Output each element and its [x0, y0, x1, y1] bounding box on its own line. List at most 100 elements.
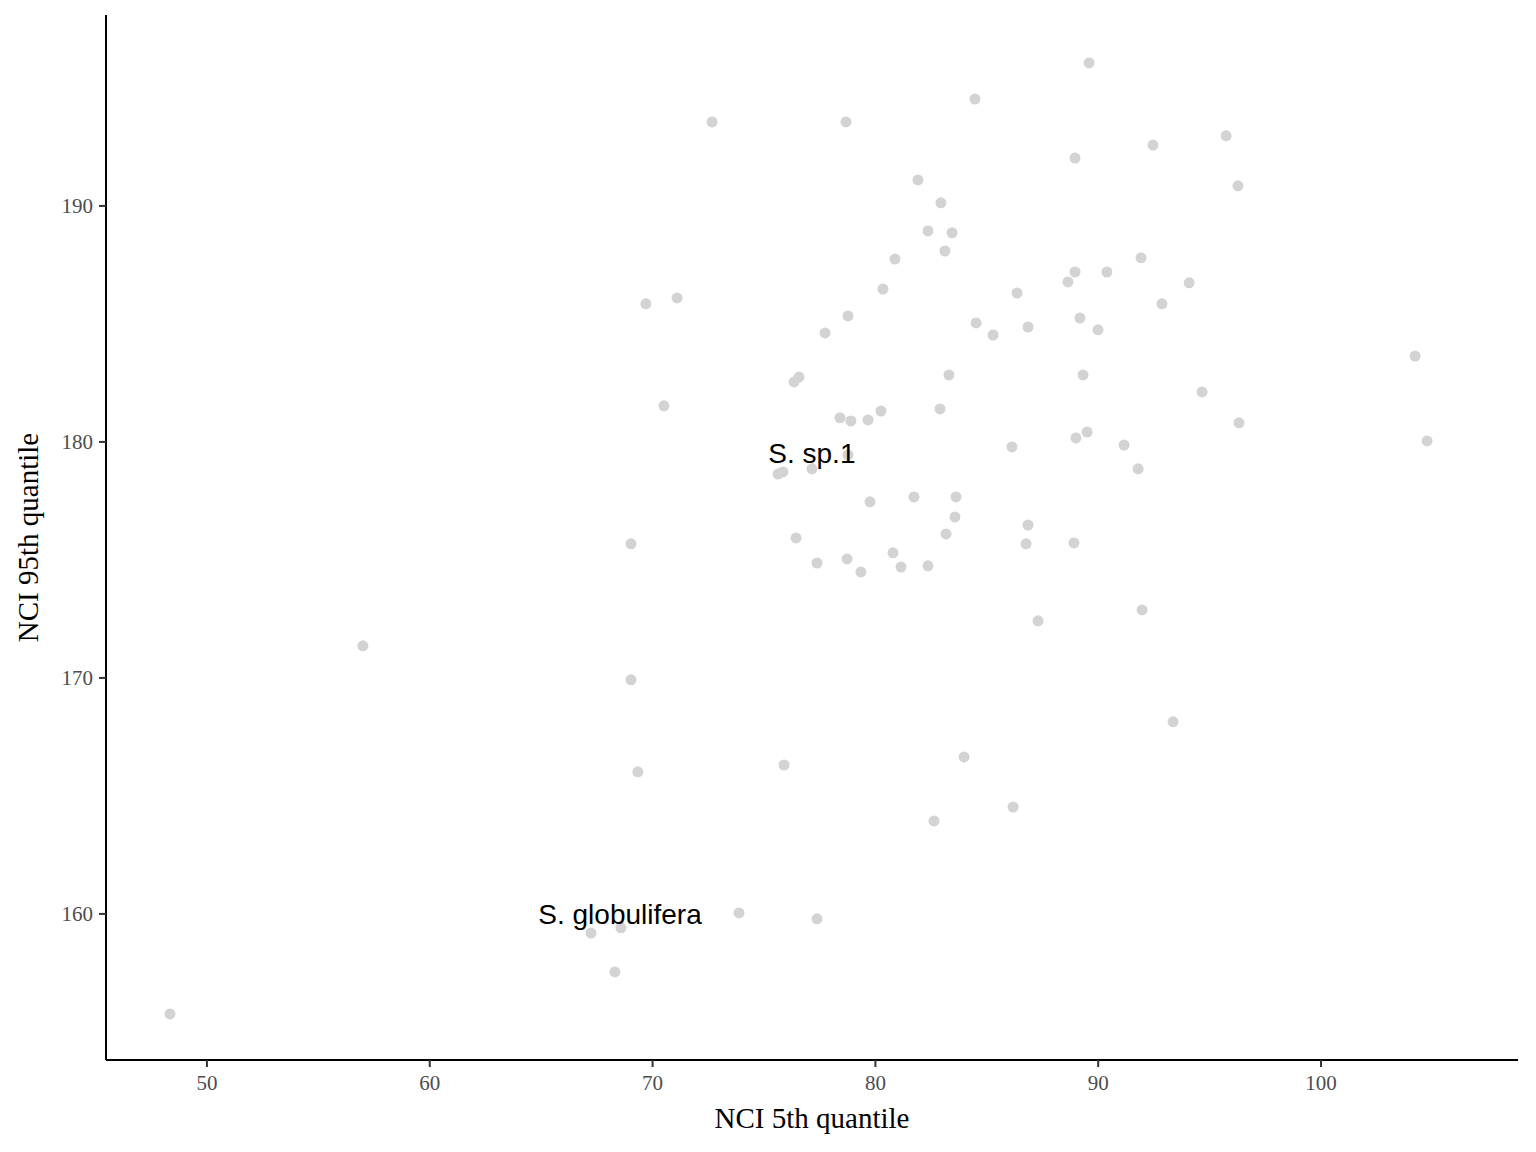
point — [1221, 130, 1232, 141]
point — [1021, 538, 1032, 549]
point — [625, 674, 636, 685]
point — [941, 528, 952, 539]
point — [887, 547, 898, 558]
x-tick — [874, 1060, 876, 1067]
point — [969, 94, 980, 105]
point — [1023, 321, 1034, 332]
point — [1156, 298, 1167, 309]
point — [865, 496, 876, 507]
point — [943, 369, 954, 380]
point — [834, 412, 845, 423]
point — [896, 561, 907, 572]
x-tick-label: 90 — [1088, 1071, 1109, 1095]
point — [1012, 288, 1023, 299]
point — [672, 292, 683, 303]
point — [1006, 441, 1017, 452]
points — [164, 57, 1432, 1019]
x-tick-label: 70 — [642, 1071, 663, 1095]
x-tick — [652, 1060, 654, 1067]
point — [935, 197, 946, 208]
point — [845, 415, 856, 426]
point — [1184, 277, 1195, 288]
y-axis-line — [105, 15, 107, 1060]
y-tick-label: 170 — [62, 666, 94, 690]
point — [1133, 463, 1144, 474]
point — [1422, 435, 1433, 446]
point — [842, 310, 853, 321]
y-tick-label: 160 — [62, 902, 94, 926]
point — [1068, 537, 1079, 548]
point — [779, 760, 790, 771]
point — [1197, 386, 1208, 397]
point — [908, 491, 919, 502]
y-tick — [99, 913, 106, 915]
point — [1092, 324, 1103, 335]
point — [949, 511, 960, 522]
point — [1137, 604, 1148, 615]
point — [875, 406, 886, 417]
point — [1410, 351, 1421, 362]
point — [1168, 716, 1179, 727]
point — [912, 174, 923, 185]
point — [1062, 276, 1073, 287]
point — [971, 317, 982, 328]
point — [935, 403, 946, 414]
point — [1148, 140, 1159, 151]
point — [877, 283, 888, 294]
point — [855, 566, 866, 577]
point — [1119, 439, 1130, 450]
point — [1232, 180, 1243, 191]
point — [889, 254, 900, 265]
x-tick — [1097, 1060, 1099, 1067]
point — [959, 751, 970, 762]
point — [791, 532, 802, 543]
point — [164, 1008, 175, 1019]
point — [947, 227, 958, 238]
point — [922, 560, 933, 571]
point — [1101, 267, 1112, 278]
point — [1084, 57, 1095, 68]
point — [842, 553, 853, 564]
point — [640, 298, 651, 309]
point — [1023, 519, 1034, 530]
x-tick-label: 80 — [865, 1071, 886, 1095]
x-tick-label: 100 — [1305, 1071, 1337, 1095]
annotation: S. globulifera — [538, 899, 702, 930]
point — [632, 766, 643, 777]
chart: 50 60 70 80 90 100 160 170 180 190 NCI 5th quantil… — [0, 0, 1536, 1152]
point — [812, 913, 823, 924]
x-tick-label: 50 — [196, 1071, 217, 1095]
point — [951, 491, 962, 502]
point — [707, 116, 718, 127]
point — [1078, 369, 1089, 380]
point — [658, 400, 669, 411]
annotation: S. sp.1 — [768, 438, 855, 469]
y-tick-label: 180 — [62, 430, 94, 454]
y-tick — [99, 677, 106, 679]
point — [1033, 615, 1044, 626]
y-tick-label: 190 — [62, 194, 94, 218]
point — [1008, 802, 1019, 813]
point — [609, 966, 620, 977]
point — [1070, 153, 1081, 164]
point — [734, 907, 745, 918]
x-tick — [1320, 1060, 1322, 1067]
point — [789, 376, 800, 387]
x-axis-title: NCI 5th quantile — [715, 1102, 910, 1134]
point — [820, 327, 831, 338]
point — [1074, 313, 1085, 324]
x-tick-label: 60 — [419, 1071, 440, 1095]
point — [1135, 252, 1146, 263]
point — [1082, 427, 1093, 438]
y-axis-title: NCI 95th quantile — [12, 433, 44, 642]
point — [928, 815, 939, 826]
point — [988, 330, 999, 341]
point — [1070, 432, 1081, 443]
y-tick — [99, 441, 106, 443]
point — [1234, 417, 1245, 428]
point — [357, 640, 368, 651]
point — [840, 116, 851, 127]
point — [863, 414, 874, 425]
y-tick — [99, 205, 106, 207]
point — [939, 245, 950, 256]
